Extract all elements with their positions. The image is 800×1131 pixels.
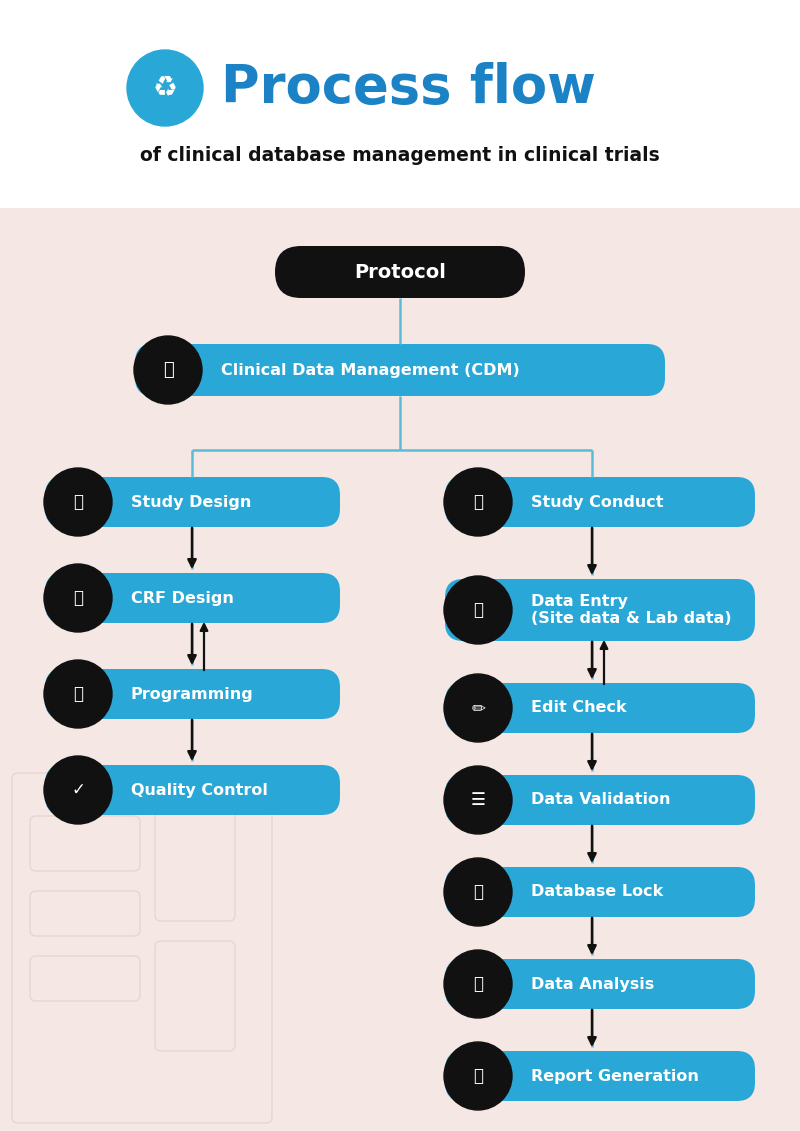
Circle shape: [134, 336, 202, 404]
Text: 📖: 📖: [73, 493, 83, 511]
FancyBboxPatch shape: [445, 867, 755, 917]
Text: Data Validation: Data Validation: [531, 793, 670, 808]
Circle shape: [444, 576, 512, 644]
FancyBboxPatch shape: [445, 959, 755, 1009]
Text: 🔍: 🔍: [473, 493, 483, 511]
Text: 📊: 📊: [473, 975, 483, 993]
FancyBboxPatch shape: [445, 1051, 755, 1100]
Text: 🧪: 🧪: [473, 601, 483, 619]
Circle shape: [44, 564, 112, 632]
FancyBboxPatch shape: [445, 579, 755, 641]
Text: Study Conduct: Study Conduct: [531, 494, 663, 509]
Text: Quality Control: Quality Control: [131, 783, 268, 797]
FancyBboxPatch shape: [45, 765, 340, 815]
Circle shape: [44, 756, 112, 824]
FancyBboxPatch shape: [445, 477, 755, 527]
Text: Clinical Data Management (CDM): Clinical Data Management (CDM): [221, 363, 520, 378]
FancyBboxPatch shape: [45, 477, 340, 527]
Text: of clinical database management in clinical trials: of clinical database management in clini…: [140, 146, 660, 164]
FancyBboxPatch shape: [275, 247, 525, 297]
Text: 💉: 💉: [162, 361, 174, 379]
Circle shape: [444, 858, 512, 926]
Text: 📋: 📋: [473, 1067, 483, 1085]
Text: ✓: ✓: [71, 782, 85, 798]
Text: ♻: ♻: [153, 74, 178, 102]
FancyBboxPatch shape: [45, 670, 340, 719]
Text: 🔒: 🔒: [473, 883, 483, 901]
FancyBboxPatch shape: [135, 344, 665, 396]
Circle shape: [444, 468, 512, 536]
FancyBboxPatch shape: [45, 573, 340, 623]
Circle shape: [444, 1042, 512, 1110]
Circle shape: [444, 950, 512, 1018]
Circle shape: [127, 50, 203, 126]
Text: CRF Design: CRF Design: [131, 590, 234, 605]
Circle shape: [44, 661, 112, 728]
Text: 🖱: 🖱: [73, 685, 83, 703]
Text: 📄: 📄: [73, 589, 83, 607]
Text: Database Lock: Database Lock: [531, 884, 663, 899]
Text: Study Design: Study Design: [131, 494, 251, 509]
FancyBboxPatch shape: [445, 683, 755, 733]
Text: ☰: ☰: [470, 791, 486, 809]
Text: Edit Check: Edit Check: [531, 700, 626, 716]
Text: Report Generation: Report Generation: [531, 1069, 699, 1083]
FancyBboxPatch shape: [0, 0, 800, 208]
Circle shape: [444, 766, 512, 834]
Text: Protocol: Protocol: [354, 262, 446, 282]
Text: ✏: ✏: [471, 699, 485, 717]
Circle shape: [44, 468, 112, 536]
FancyBboxPatch shape: [445, 775, 755, 824]
Text: Data Entry
(Site data & Lab data): Data Entry (Site data & Lab data): [531, 594, 732, 627]
Text: Programming: Programming: [131, 687, 254, 701]
Text: Process flow: Process flow: [221, 62, 596, 114]
Circle shape: [444, 674, 512, 742]
Text: Data Analysis: Data Analysis: [531, 976, 654, 992]
